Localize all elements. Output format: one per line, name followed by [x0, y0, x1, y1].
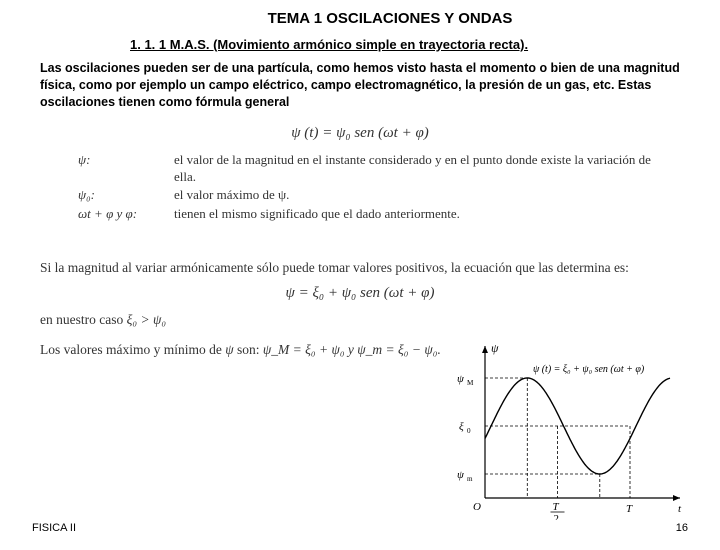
formula-positive: ψ = ξ₀ + ψ₀ sen (ωt + φ): [0, 285, 720, 302]
svg-text:t: t: [678, 503, 682, 515]
case-formula: ξ₀ > ψ₀: [127, 312, 166, 327]
page-number: 16: [676, 522, 688, 534]
minmax-mid: son:: [237, 342, 263, 357]
sine-wave-chart: ψψMξ0ψmOtT2Tψ (t) = ξ₀ + ψ₀ sen (ωt + φ): [455, 340, 690, 520]
definition-symbol: ωt + φ y φ:: [78, 206, 174, 223]
definition-row: ψ₀: el valor máximo de ψ.: [78, 187, 670, 204]
intro-paragraph: Las oscilaciones pueden ser de una partí…: [40, 60, 680, 111]
svg-text:O: O: [473, 501, 481, 513]
minmax-symbol: ψ: [225, 342, 233, 357]
svg-text:ψ (t) = ξ₀ + ψ₀ sen (ωt + φ): ψ (t) = ξ₀ + ψ₀ sen (ωt + φ): [533, 364, 645, 375]
section-subtitle: 1. 1. 1 M.A.S. (Movimiento armónico simp…: [130, 37, 720, 52]
definition-text: tienen el mismo significado que el dado …: [174, 206, 670, 223]
svg-text:m: m: [467, 475, 473, 483]
svg-text:M: M: [467, 379, 474, 387]
main-formula: ψ (t) = ψ₀ sen (ωt + φ): [0, 125, 720, 142]
svg-text:ψ: ψ: [457, 469, 464, 481]
case-line: en nuestro caso ξ₀ > ψ₀: [40, 312, 720, 328]
minmax-formula: ψ_M = ξ₀ + ψ₀ y ψ_m = ξ₀ − ψ₀.: [263, 342, 441, 357]
definition-text: el valor máximo de ψ.: [174, 187, 670, 204]
positive-values-paragraph: Si la magnitud al variar armónicamente s…: [40, 259, 680, 277]
footer-left: FISICA II: [32, 522, 76, 534]
svg-text:2: 2: [554, 513, 560, 520]
minmax-prefix: Los valores máximo y mínimo de: [40, 342, 225, 357]
definition-text: el valor de la magnitud en el instante c…: [174, 152, 670, 186]
chart-svg: ψψMξ0ψmOtT2Tψ (t) = ξ₀ + ψ₀ sen (ωt + φ): [455, 340, 690, 520]
case-prefix: en nuestro caso: [40, 312, 127, 327]
definition-row: ωt + φ y φ: tienen el mismo significado …: [78, 206, 670, 223]
svg-text:T: T: [626, 503, 633, 515]
definitions-block: ψ: el valor de la magnitud en el instant…: [78, 152, 670, 224]
definition-symbol: ψ₀:: [78, 187, 174, 204]
svg-text:ξ: ξ: [459, 421, 464, 433]
svg-text:ψ: ψ: [457, 373, 464, 385]
svg-text:ψ: ψ: [491, 341, 499, 355]
svg-text:T: T: [553, 501, 560, 513]
definition-symbol: ψ:: [78, 152, 174, 186]
svg-text:0: 0: [467, 427, 471, 435]
definition-row: ψ: el valor de la magnitud en el instant…: [78, 152, 670, 186]
page-title: TEMA 1 OSCILACIONES Y ONDAS: [60, 10, 720, 27]
